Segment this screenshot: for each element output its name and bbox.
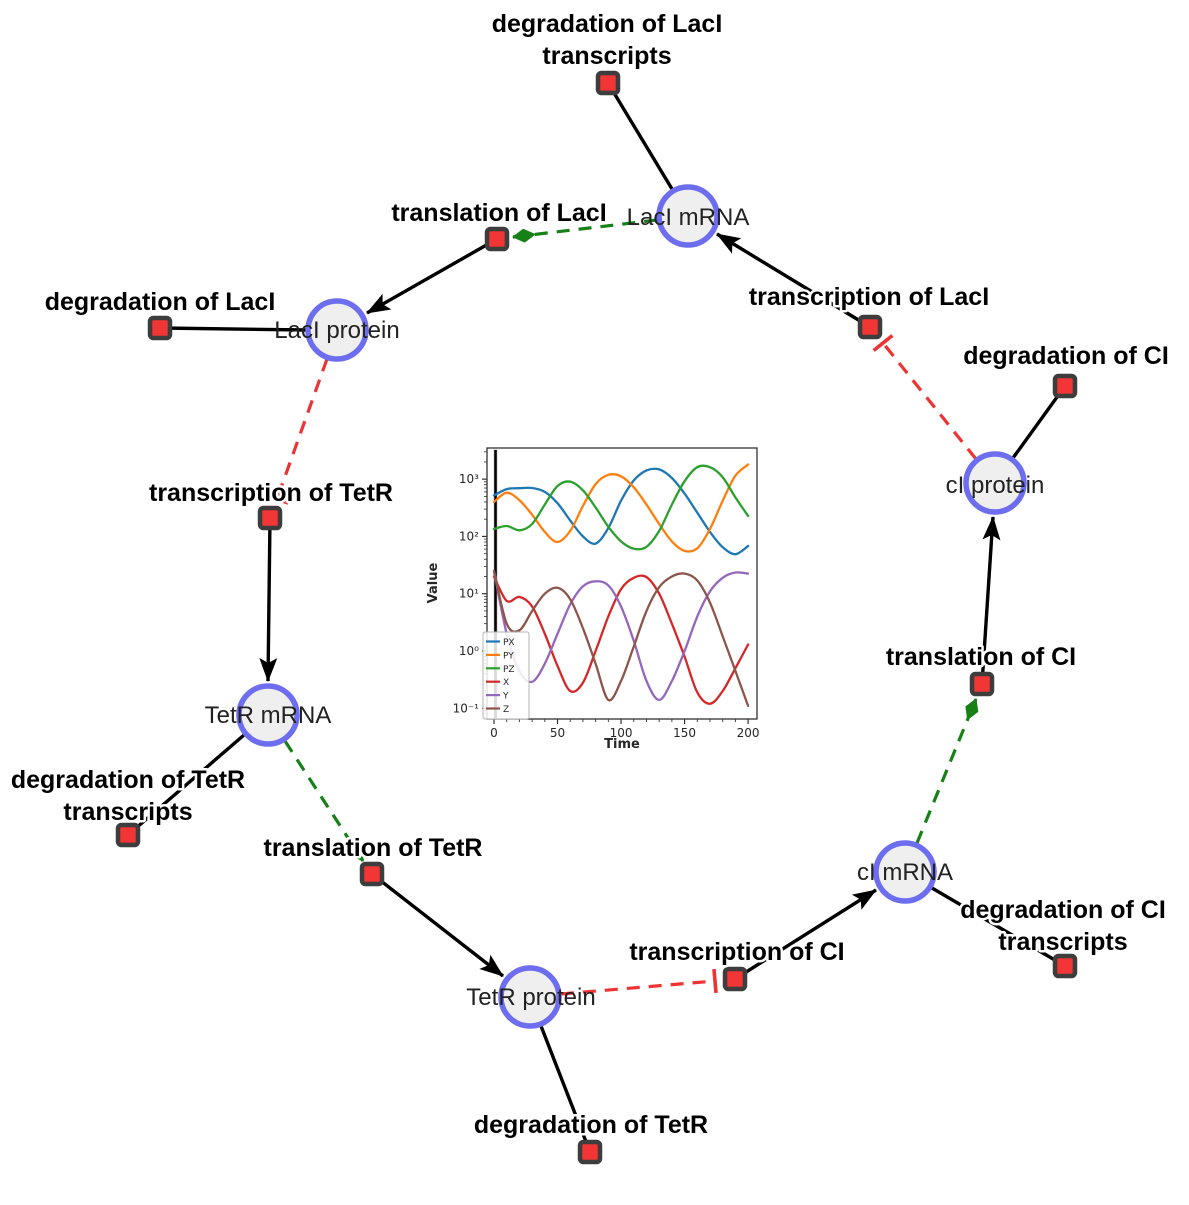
edge-ciprotein-degci xyxy=(1011,385,1067,459)
species-layer xyxy=(236,184,1027,1029)
legend-label-PY: PY xyxy=(503,651,514,661)
reaction-label: transcripts xyxy=(63,798,192,826)
x-tick-label: 50 xyxy=(550,726,565,740)
reaction-node-degradation-ci-transcripts[interactable] xyxy=(1052,953,1078,979)
reaction-node-transcription-laci[interactable] xyxy=(857,314,883,340)
edge-lacimrna-deglacitx xyxy=(606,82,674,190)
edge-txntetr-tetrmrna xyxy=(259,517,278,682)
reaction-label: degradation of CI xyxy=(963,342,1169,370)
x-tick-label: 150 xyxy=(673,726,696,740)
y-tick-label: 10³ xyxy=(459,472,479,486)
reaction-label: degradation of LacI xyxy=(45,288,276,316)
embedded-simulation-plot: 0 50 100 150 200 10³ 10² 10¹ 10⁰ 10⁻¹ PX PY PZ XYZ T… xyxy=(426,447,760,752)
edge-txnci-cimrna xyxy=(734,888,877,981)
reaction-label: degradation of TetR xyxy=(474,1111,708,1139)
reaction-label: transcription of TetR xyxy=(149,479,393,507)
species-label-laci-mrna: LacI mRNA xyxy=(627,204,750,231)
reaction-node-degradation-ci[interactable] xyxy=(1052,373,1078,399)
plot-frame xyxy=(486,447,758,720)
edge-txnlaci-lacimrna xyxy=(716,232,871,329)
reaction-label: degradation of TetR xyxy=(11,766,245,794)
edge-cimrna-transci xyxy=(915,698,979,844)
y-tick-label: 10¹ xyxy=(459,587,479,601)
species-label-tetr-mrna: TetR mRNA xyxy=(205,702,332,729)
reaction-label: degradation of LacI xyxy=(492,10,723,38)
reaction-label: transcripts xyxy=(998,928,1127,956)
series-line-PX xyxy=(492,467,750,556)
species-label-ci-protein: cI protein xyxy=(946,472,1045,499)
reaction-label: translation of LacI xyxy=(391,199,606,227)
reaction-node-degradation-laci-transcripts[interactable] xyxy=(595,70,621,96)
series-line-PZ xyxy=(492,464,750,551)
reaction-label: transcription of CI xyxy=(629,938,844,966)
reaction-label: transcripts xyxy=(542,42,671,70)
species-node-ci-mrna[interactable] xyxy=(873,840,937,904)
edge-ciprotein-txnlaci-inhibition xyxy=(872,334,978,461)
legend-label-PX: PX xyxy=(503,638,515,648)
legend-box xyxy=(482,631,530,720)
edge-laciprotein-txntetr-inhibition xyxy=(265,358,329,505)
y-tick-label: 10⁰ xyxy=(459,644,479,658)
reaction-node-degradation-tetr-transcripts[interactable] xyxy=(115,822,141,848)
species-node-tetr-protein[interactable] xyxy=(498,965,562,1029)
species-label-ci-mrna: cI mRNA xyxy=(857,859,953,886)
edge-transtetr-tetrprotein xyxy=(370,872,505,978)
edge-tetrprotein-degtetr xyxy=(539,1025,592,1153)
edge-lacimrna-translaci xyxy=(512,218,658,243)
reaction-node-translation-tetr[interactable] xyxy=(359,861,385,887)
legend-label-Y: Y xyxy=(502,692,509,702)
reaction-node-degradation-laci[interactable] xyxy=(147,315,173,341)
reaction-node-translation-ci[interactable] xyxy=(969,671,995,697)
series-line-X xyxy=(492,574,750,705)
reaction-label: transcription of LacI xyxy=(749,283,989,311)
x-tick-label: 100 xyxy=(610,726,633,740)
plot-legend: PX PY PZ XYZ xyxy=(482,631,530,720)
reaction-node-transcription-tetr[interactable] xyxy=(257,505,283,531)
species-label-tetr-protein: TetR protein xyxy=(466,984,595,1011)
edge-tetrmrna-degtetrtx xyxy=(126,733,246,837)
edge-cimrna-degcitx xyxy=(931,886,1066,968)
reaction-label: translation of CI xyxy=(886,643,1076,671)
edge-translaci-laciprotein xyxy=(366,237,498,315)
reaction-node-transcription-ci[interactable] xyxy=(722,966,748,992)
x-tick-label: 200 xyxy=(737,726,760,740)
reactions-layer xyxy=(115,70,1078,1165)
y-tick-label: 10⁻¹ xyxy=(453,701,480,715)
edges-layer xyxy=(126,82,1067,1153)
legend-label-PZ: PZ xyxy=(503,665,515,675)
plot-axes-ticks: 0 50 100 150 200 10³ 10² 10¹ 10⁰ 10⁻¹ xyxy=(453,451,760,740)
edge-transci-ciprotein xyxy=(980,516,1001,685)
species-node-tetr-mrna[interactable] xyxy=(236,683,300,747)
reaction-label: degradation of CI xyxy=(960,896,1166,924)
reaction-node-degradation-tetr[interactable] xyxy=(577,1139,603,1165)
x-axis-label: Time xyxy=(604,737,640,752)
labels-layer: LacI mRNA LacI protein cI protein cI mRN… xyxy=(8,8,1171,1142)
species-label-laci-protein: LacI protein xyxy=(274,317,399,344)
y-axis-label: Value xyxy=(426,562,441,603)
species-node-laci-mrna[interactable] xyxy=(656,184,720,248)
reaction-node-translation-laci[interactable] xyxy=(484,226,510,252)
plot-curves xyxy=(492,449,750,718)
species-node-ci-protein[interactable] xyxy=(963,451,1027,515)
edge-tetrmrna-transtetr xyxy=(283,740,365,862)
species-node-laci-protein[interactable] xyxy=(305,298,369,362)
y-tick-label: 10² xyxy=(459,529,479,543)
reaction-label: translation of TetR xyxy=(264,834,483,862)
legend-label-X: X xyxy=(503,678,509,688)
legend-label-Z: Z xyxy=(503,705,509,715)
series-line-Z xyxy=(492,569,750,708)
x-tick-label: 0 xyxy=(490,726,498,740)
series-line-Y xyxy=(492,569,750,702)
edge-tetrprotein-txnci-inhibition xyxy=(560,968,718,996)
edge-laciprotein-deglaci xyxy=(159,326,307,332)
